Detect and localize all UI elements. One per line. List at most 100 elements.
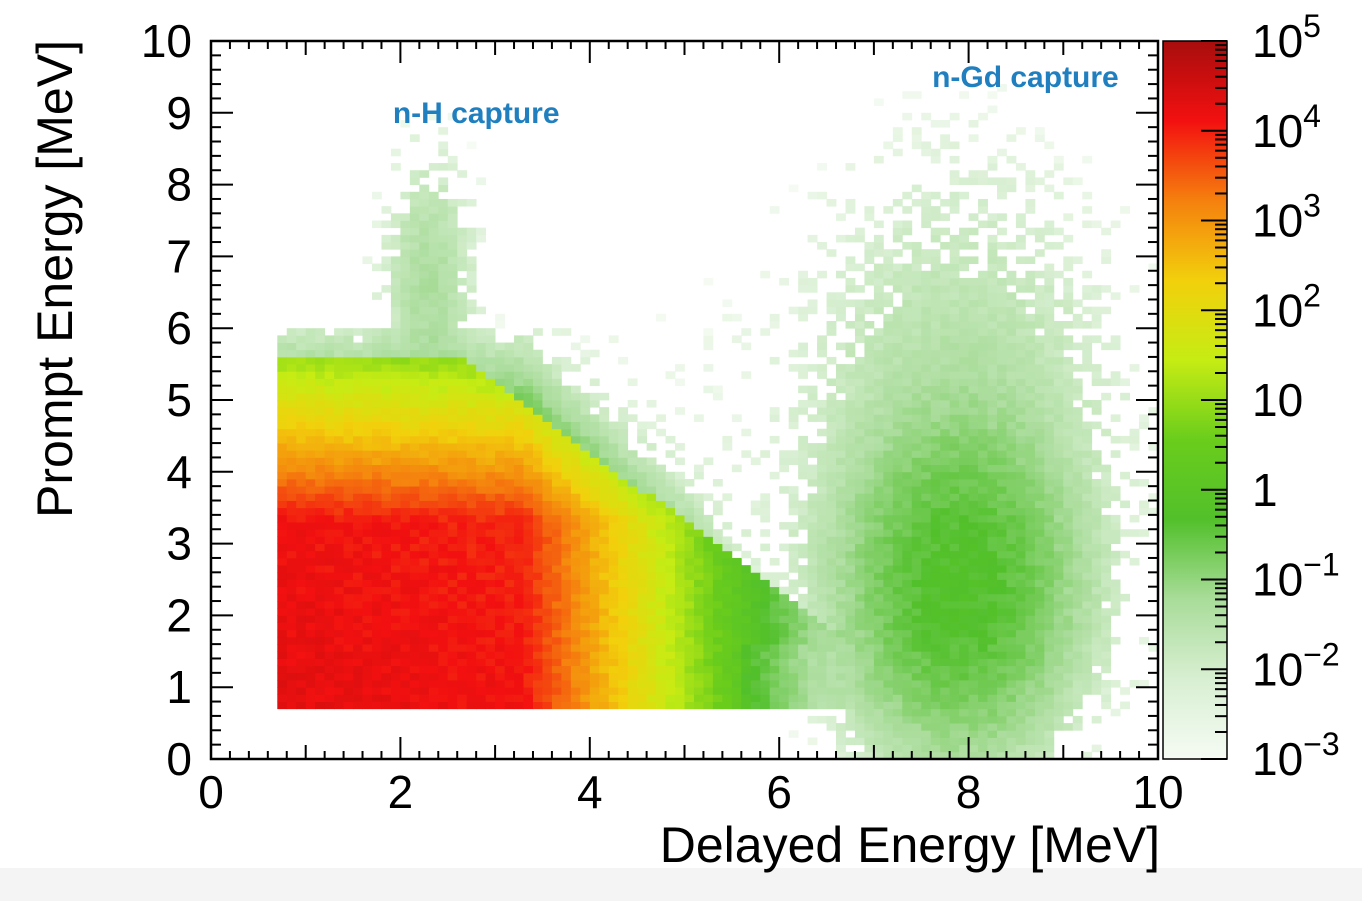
heatmap-cell	[940, 694, 951, 702]
heatmap-cell	[902, 414, 913, 422]
heatmap-cell	[760, 629, 771, 638]
heatmap-cell	[495, 586, 505, 595]
heatmap-cell	[1044, 349, 1055, 358]
heatmap-cell	[646, 680, 657, 688]
heatmap-cell	[1034, 335, 1045, 343]
heatmap-cell	[277, 464, 288, 473]
heatmap-cell	[353, 529, 363, 537]
heatmap-cell	[400, 536, 411, 544]
heatmap-cell	[286, 378, 297, 387]
heatmap-cell	[921, 220, 932, 229]
heatmap-cell	[305, 557, 316, 566]
heatmap-cell	[731, 313, 742, 322]
heatmap-cell	[627, 400, 638, 408]
heatmap-cell	[854, 364, 865, 372]
heatmap-cell	[1006, 507, 1017, 516]
heatmap-cell	[334, 658, 344, 667]
heatmap-cell	[409, 256, 420, 264]
heatmap-cell	[1034, 385, 1045, 394]
heatmap-cell	[854, 586, 865, 595]
heatmap-cell	[760, 493, 771, 501]
heatmap-cell	[1053, 486, 1064, 494]
heatmap-cell	[760, 270, 771, 279]
heatmap-cell	[921, 730, 932, 738]
heatmap-cell	[684, 557, 695, 566]
heatmap-cell	[684, 608, 695, 616]
heatmap-cell	[883, 400, 894, 408]
heatmap-cell	[466, 550, 477, 559]
heatmap-cell	[466, 421, 477, 430]
heatmap-cell	[675, 407, 685, 415]
heatmap-cell	[457, 306, 468, 315]
heatmap-cell	[1082, 292, 1093, 300]
heatmap-cell	[409, 601, 420, 609]
heatmap-cell	[656, 471, 666, 480]
heatmap-cell	[731, 636, 742, 645]
heatmap-cell	[883, 313, 894, 322]
heatmap-cell	[334, 335, 344, 343]
heatmap-cell	[1063, 636, 1074, 645]
heatmap-cell	[987, 680, 998, 688]
heatmap-cell	[362, 414, 373, 422]
heatmap-cell	[921, 622, 932, 631]
heatmap-cell	[798, 701, 809, 710]
heatmap-cell	[409, 457, 420, 466]
heatmap-cell	[485, 457, 496, 466]
heatmap-cell	[362, 356, 373, 365]
heatmap-cell	[409, 242, 420, 250]
heatmap-cell	[940, 335, 951, 343]
heatmap-cell	[305, 356, 316, 365]
heatmap-cell	[930, 400, 941, 408]
heatmap-cell	[381, 206, 392, 214]
heatmap-cell	[987, 500, 998, 509]
heatmap-cell	[637, 651, 648, 659]
heatmap-cell	[466, 687, 477, 695]
heatmap-cell	[277, 371, 288, 379]
heatmap-cell	[902, 349, 913, 358]
heatmap-cell	[400, 371, 411, 379]
heatmap-cell	[277, 593, 288, 602]
heatmap-cell	[940, 400, 951, 408]
heatmap-cell	[447, 464, 458, 473]
heatmap-cell	[741, 629, 752, 638]
heatmap-cell	[845, 407, 856, 415]
heatmap-cell	[854, 356, 865, 365]
heatmap-cell	[324, 385, 335, 394]
heatmap-cell	[997, 557, 1007, 566]
heatmap-cell	[750, 579, 761, 588]
heatmap-cell	[580, 565, 591, 573]
heatmap-cell	[1044, 744, 1055, 753]
heatmap-cell	[1025, 428, 1036, 437]
heatmap-cell	[400, 622, 411, 631]
heatmap-cell	[286, 522, 297, 530]
heatmap-cell	[599, 457, 610, 466]
heatmap-cell	[921, 464, 932, 473]
heatmap-cell	[798, 665, 809, 674]
heatmap-cell	[930, 371, 941, 379]
heatmap-cell	[315, 385, 326, 394]
heatmap-cell	[580, 658, 591, 667]
heatmap-cell	[305, 651, 316, 659]
heatmap-cell	[409, 644, 420, 652]
heatmap-cell	[769, 414, 780, 422]
heatmap-cell	[892, 680, 903, 688]
heatmap-cell	[353, 400, 363, 408]
heatmap-cell	[305, 672, 316, 681]
heatmap-cell	[873, 371, 884, 379]
heatmap-cell	[892, 687, 903, 695]
heatmap-cell	[1015, 507, 1026, 516]
heatmap-cell	[779, 593, 790, 602]
heatmap-cell	[371, 378, 382, 387]
heatmap-cell	[476, 428, 487, 437]
heatmap-cell	[542, 371, 553, 379]
heatmap-cell	[1006, 184, 1017, 193]
heatmap-cell	[495, 514, 505, 523]
heatmap-cell	[1015, 356, 1026, 365]
heatmap-cell	[1025, 270, 1036, 279]
heatmap-cell	[997, 651, 1007, 659]
heatmap-cell	[1091, 507, 1102, 516]
heatmap-cell	[845, 622, 856, 631]
heatmap-cell	[731, 414, 742, 422]
heatmap-cell	[1053, 608, 1064, 616]
heatmap-cell	[864, 751, 875, 759]
